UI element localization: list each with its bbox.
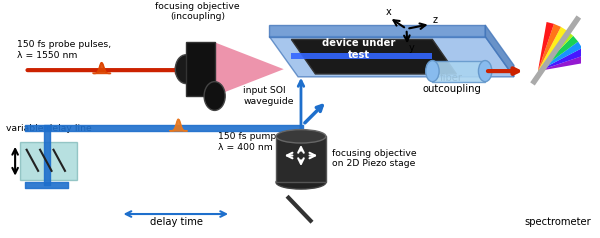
Ellipse shape [276, 130, 326, 143]
Polygon shape [538, 36, 578, 71]
Polygon shape [215, 42, 284, 96]
Polygon shape [538, 27, 568, 71]
Text: spectrometer: spectrometer [524, 217, 592, 227]
Bar [276, 136, 326, 182]
Text: 150 fs probe pulses,
λ = 1550 nm: 150 fs probe pulses, λ = 1550 nm [17, 40, 111, 60]
Polygon shape [292, 53, 433, 59]
Text: variable delay line: variable delay line [5, 124, 91, 133]
Text: x: x [385, 7, 391, 17]
Polygon shape [269, 25, 485, 37]
Text: focusing objective
(incoupling): focusing objective (incoupling) [155, 2, 239, 21]
Polygon shape [485, 25, 514, 77]
FancyBboxPatch shape [20, 142, 77, 180]
Text: delay time: delay time [150, 217, 203, 227]
Text: input SOI
waveguide: input SOI waveguide [244, 86, 294, 106]
Ellipse shape [276, 176, 326, 189]
Bar [186, 42, 215, 96]
Ellipse shape [425, 60, 439, 82]
Text: y: y [409, 43, 414, 53]
Polygon shape [269, 37, 514, 77]
Polygon shape [538, 22, 554, 71]
Text: z: z [433, 15, 437, 25]
Text: focusing objective
on 2D Piezo stage: focusing objective on 2D Piezo stage [332, 149, 416, 168]
Polygon shape [538, 42, 582, 71]
Polygon shape [538, 24, 561, 71]
Text: fiber
outcoupling: fiber outcoupling [422, 73, 481, 94]
Ellipse shape [175, 55, 196, 84]
Text: device under
test: device under test [322, 38, 395, 60]
Text: 150 fs pump pulses,
λ = 400 nm: 150 fs pump pulses, λ = 400 nm [218, 132, 313, 152]
Polygon shape [538, 55, 587, 71]
Polygon shape [292, 40, 457, 74]
Polygon shape [538, 31, 573, 71]
Bar [433, 60, 485, 82]
Polygon shape [538, 48, 585, 71]
Ellipse shape [478, 60, 492, 82]
Ellipse shape [204, 82, 225, 110]
